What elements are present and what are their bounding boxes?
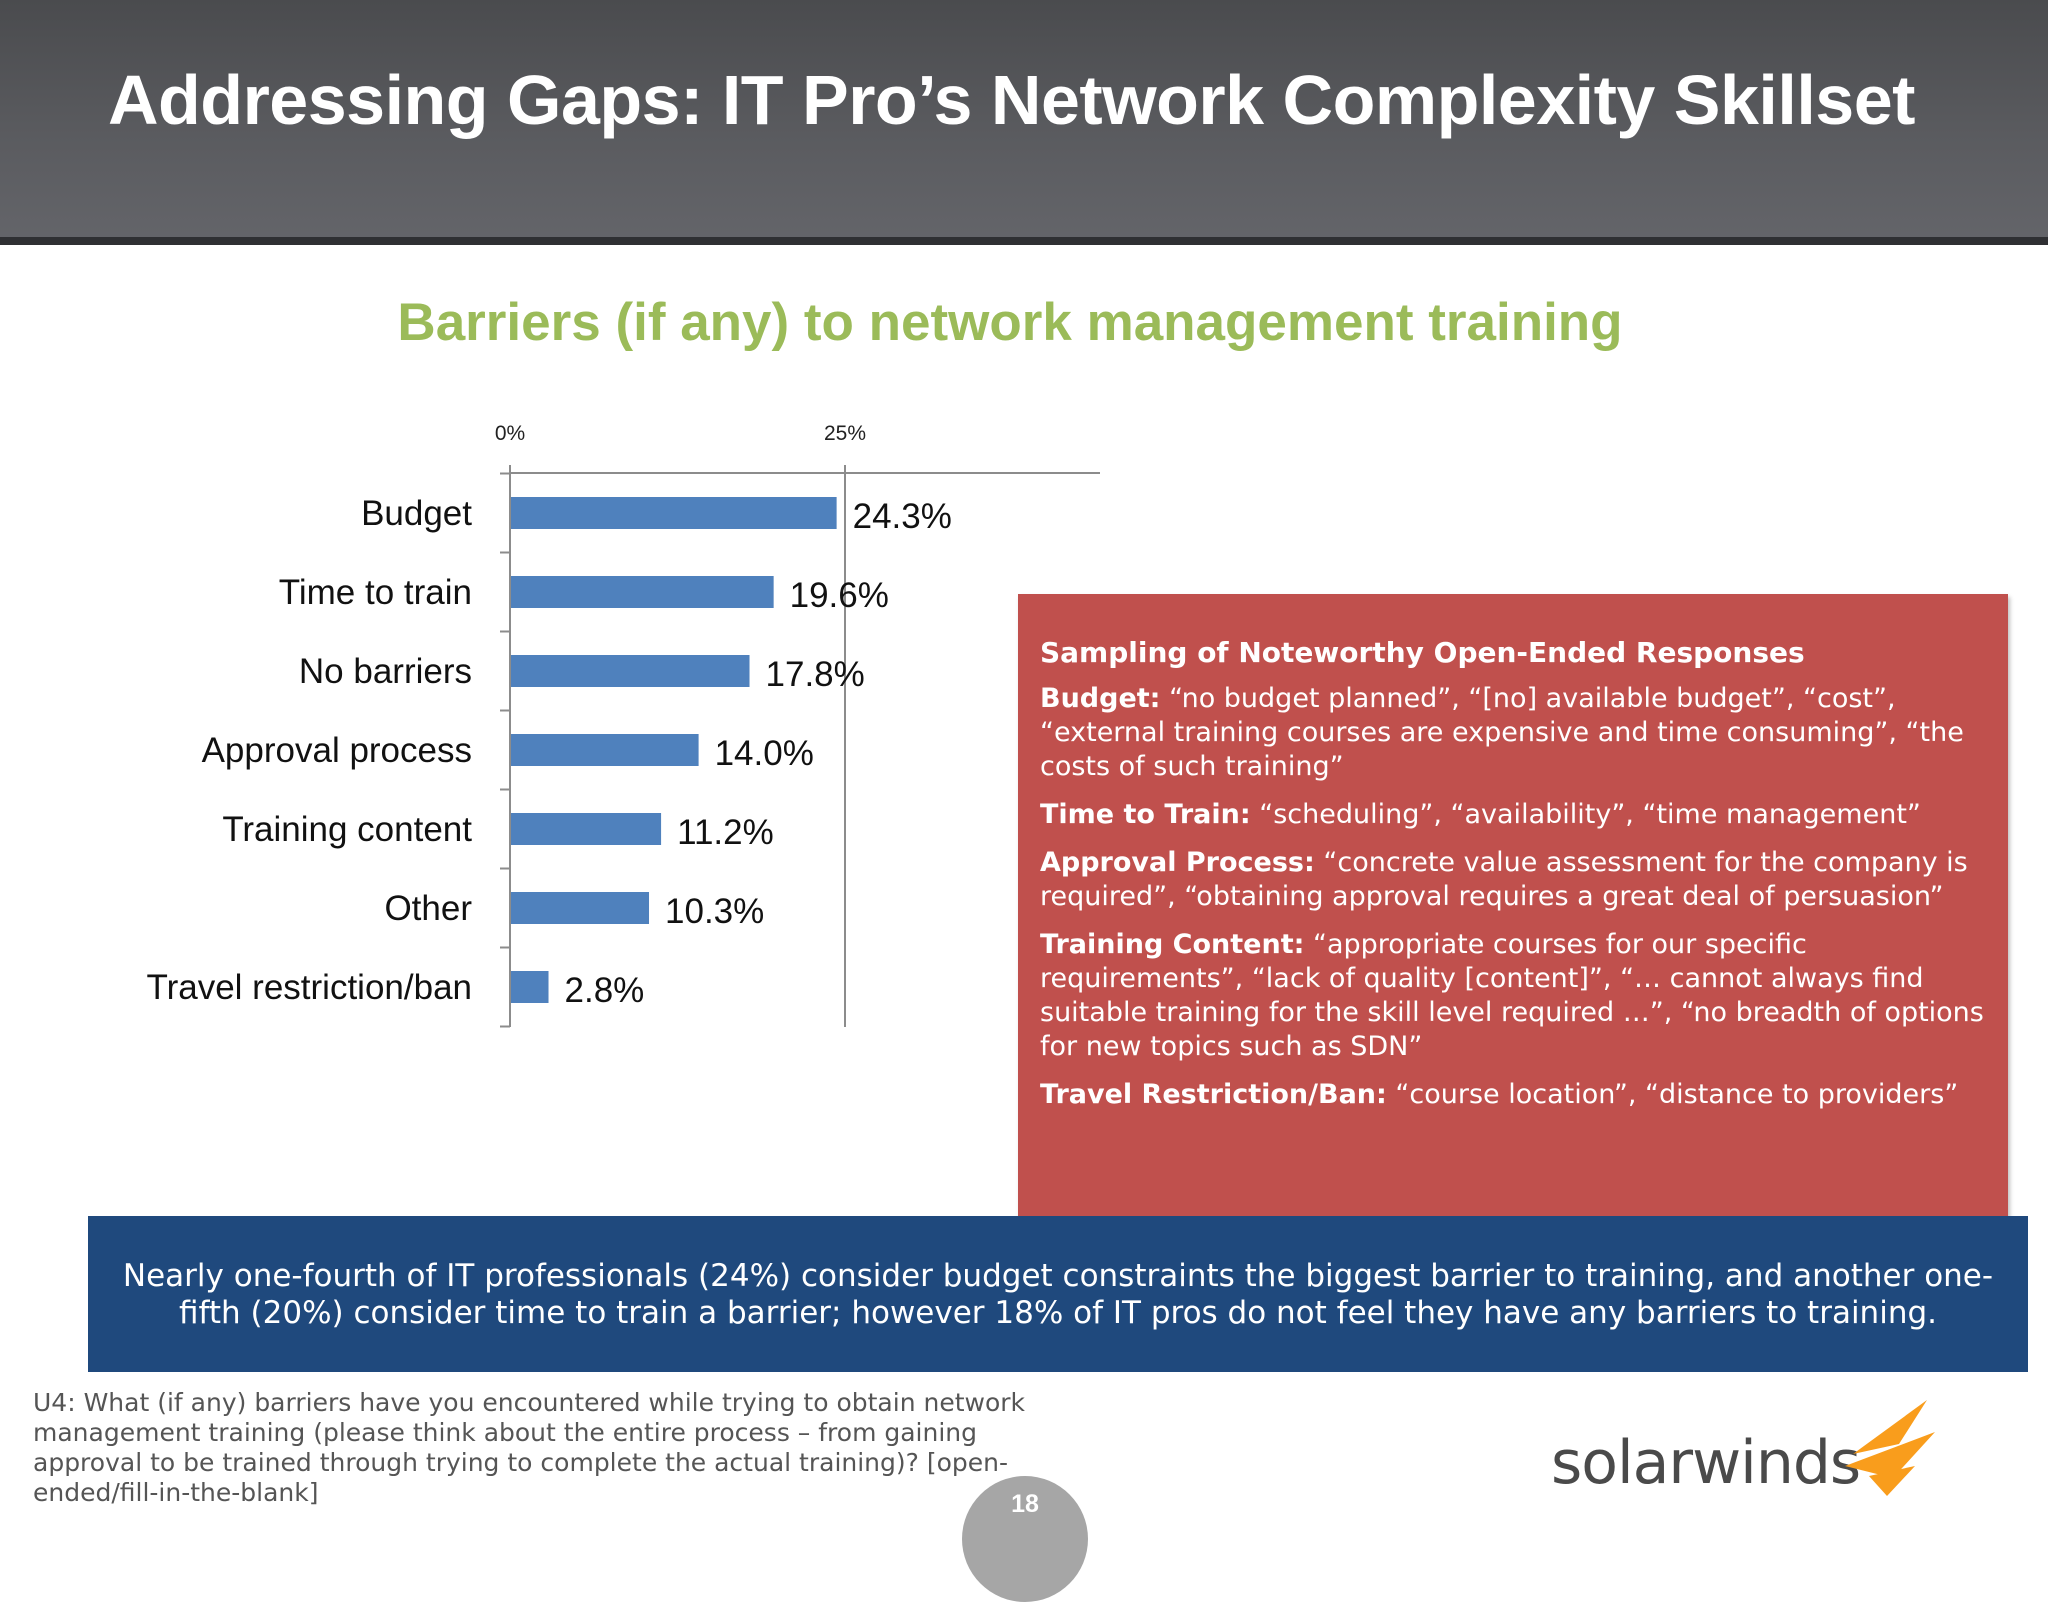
response-item: Time to Train: “scheduling”, “availabili… — [1040, 798, 1986, 832]
data-label: 17.8% — [766, 655, 865, 694]
chart-y-axis — [500, 472, 511, 1028]
logo-text: solarwinds — [1551, 1428, 1861, 1498]
data-label: 10.3% — [665, 892, 764, 931]
summary-text: Nearly one-fourth of IT professionals (2… — [122, 1258, 1994, 1331]
data-label: 19.6% — [790, 576, 889, 615]
x-tick-label: 0% — [495, 422, 525, 445]
response-label: Training Content: — [1040, 929, 1305, 960]
chart-x-ticks: 0%25%50%75%100% — [495, 422, 866, 473]
response-item: Approval Process: “concrete value assess… — [1040, 846, 1986, 914]
slide-header: Addressing Gaps: IT Pro’s Network Comple… — [0, 0, 2048, 245]
chart-gridlines — [510, 472, 1100, 1027]
response-item: Budget: “no budget planned”, “[no] avail… — [1040, 682, 1986, 784]
response-text: “no budget planned”, “[no] available bud… — [1040, 683, 1964, 782]
category-label: Training content — [222, 810, 472, 849]
category-label: Time to train — [279, 573, 472, 612]
response-text: “concrete value assessment for the compa… — [1040, 847, 1968, 912]
solarwinds-flame-icon — [1845, 1400, 1935, 1496]
data-label: 2.8% — [565, 971, 645, 1010]
response-text: “course location”, “distance to provider… — [1386, 1079, 1959, 1110]
category-label: Travel restriction/ban — [147, 968, 473, 1007]
response-item: Training Content: “appropriate courses f… — [1040, 928, 1986, 1064]
solarwinds-logo: solarwinds — [1545, 1392, 1945, 1502]
page-number: 18 — [962, 1476, 1088, 1602]
x-tick-label: 25% — [824, 422, 866, 445]
response-label: Approval Process: — [1040, 847, 1315, 878]
responses-box: Sampling of Noteworthy Open-Ended Respon… — [1018, 594, 2008, 1228]
chart-data-labels: 24.3% 19.6% 17.8% 14.0% 11.2% 10.3% 2.8% — [565, 497, 952, 1010]
bar — [511, 971, 549, 1003]
data-label: 11.2% — [677, 813, 774, 852]
responses-heading: Sampling of Noteworthy Open-Ended Respon… — [1040, 636, 1805, 669]
response-text: “appropriate courses for our specific re… — [1040, 929, 1984, 1062]
response-label: Budget: — [1040, 683, 1161, 714]
slide-title: Addressing Gaps: IT Pro’s Network Comple… — [108, 61, 1915, 139]
category-label: Other — [384, 889, 472, 928]
footnote: U4: What (if any) barriers have you enco… — [33, 1388, 1026, 1507]
response-item: Travel Restriction/Ban: “course location… — [1040, 1078, 1986, 1112]
response-text: “scheduling”, “availability”, “time mana… — [1250, 799, 1921, 830]
bar — [511, 892, 650, 924]
summary-banner: Nearly one-fourth of IT professionals (2… — [88, 1216, 2028, 1372]
response-label: Time to Train: — [1040, 799, 1251, 830]
page-number-text: 18 — [1011, 1490, 1039, 1518]
bar — [511, 813, 662, 845]
chart-bars — [511, 497, 837, 1003]
category-label: Budget — [361, 494, 472, 533]
chart-category-labels: Budget Time to train No barriers Approval p… — [147, 494, 473, 1007]
bar — [511, 734, 699, 766]
data-label: 24.3% — [853, 497, 952, 536]
bar — [511, 655, 750, 687]
category-label: Approval process — [202, 731, 472, 770]
chart-title: Barriers (if any) to network management … — [397, 293, 1623, 352]
bar — [511, 497, 837, 529]
category-label: No barriers — [299, 652, 472, 691]
bar — [511, 576, 774, 608]
data-label: 14.0% — [715, 734, 814, 773]
response-label: Travel Restriction/Ban: — [1040, 1079, 1387, 1110]
